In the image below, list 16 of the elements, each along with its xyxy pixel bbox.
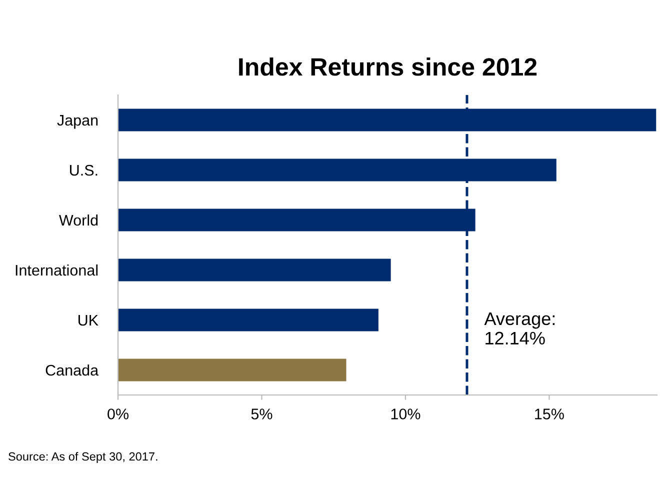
y-tick-label: Japan: [57, 115, 98, 129]
x-tick-label: 0%: [108, 408, 128, 420]
x-tick-label: 10%: [391, 408, 420, 420]
ref-line-label: Average: 12.14%: [484, 312, 555, 344]
x-tick-label: 15%: [535, 408, 564, 420]
y-tick-label: UK: [78, 315, 98, 326]
x-tick-label: 5%: [251, 408, 272, 420]
bar: [118, 308, 378, 332]
y-tick-label: International: [16, 264, 98, 276]
y-tick-label: Canada: [46, 364, 99, 376]
source-note: Source: As of Sept 30, 2017.: [8, 452, 158, 464]
y-tick-label: U.S.: [70, 164, 98, 176]
bar: [118, 258, 391, 282]
y-tick-label: World: [58, 214, 98, 226]
bar: [118, 358, 346, 382]
chart-title: Index Returns since 2012: [239, 57, 537, 76]
